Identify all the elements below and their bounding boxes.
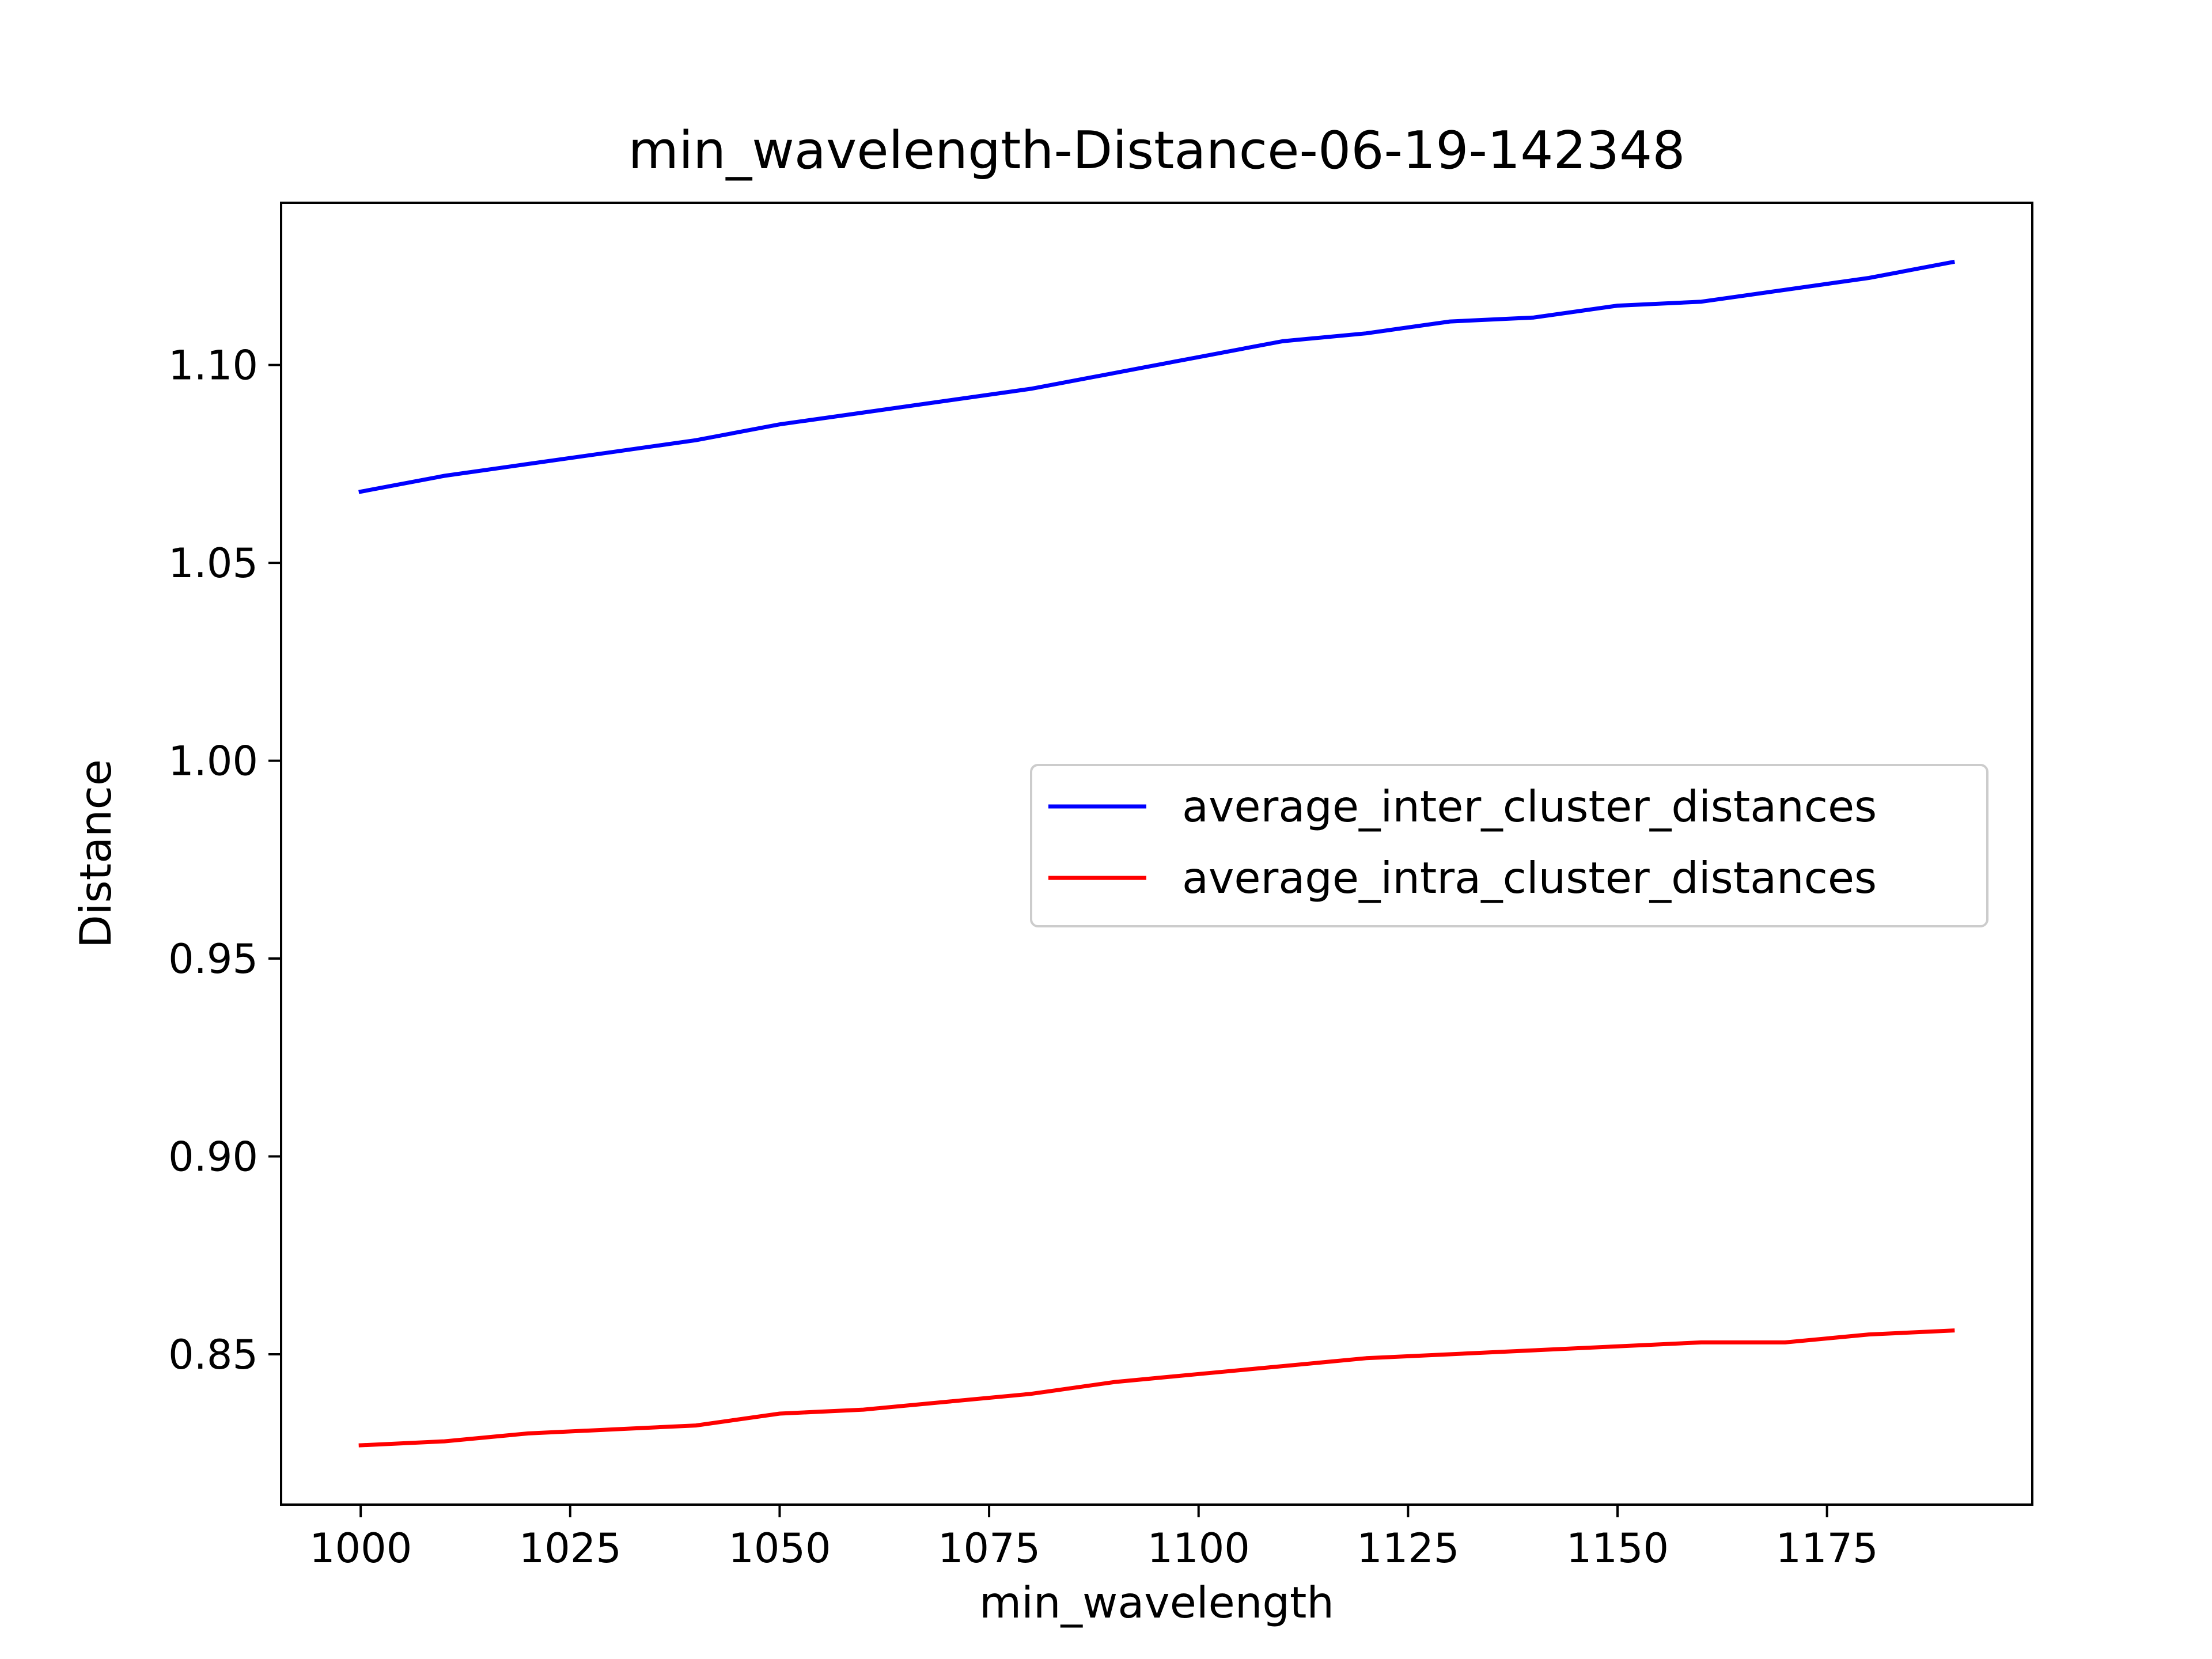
chart-title: min_wavelength-Distance-06-19-142348 — [628, 120, 1685, 181]
x-tick-label: 1175 — [1776, 1525, 1878, 1572]
y-tick-label: 0.90 — [168, 1134, 258, 1181]
legend-label: average_inter_cluster_distances — [1182, 781, 1877, 832]
y-tick-label: 1.05 — [168, 540, 258, 587]
x-tick-label: 1125 — [1357, 1525, 1459, 1572]
y-tick-label: 1.10 — [168, 342, 258, 389]
x-tick-label: 1050 — [728, 1525, 831, 1572]
series-layer — [358, 259, 1955, 1448]
x-axis: 1000 1025 1050 1075 1100 1125 1150 1175 — [309, 1505, 1878, 1572]
x-tick-label: 1000 — [309, 1525, 412, 1572]
series-line-0 — [358, 259, 1955, 494]
x-axis-label: min_wavelength — [979, 1577, 1334, 1628]
y-axis: 0.85 0.90 0.95 1.00 1.05 1.10 — [168, 342, 281, 1378]
x-tick-label: 1075 — [938, 1525, 1040, 1572]
y-tick-label: 0.95 — [168, 935, 258, 983]
y-tick-label: 0.85 — [168, 1331, 258, 1378]
y-tick-label: 1.00 — [168, 738, 258, 785]
series-line-1 — [358, 1328, 1955, 1448]
x-tick-label: 1150 — [1566, 1525, 1669, 1572]
legend-box — [1030, 764, 1988, 927]
y-axis-label: Distance — [70, 759, 121, 948]
legend: average_inter_cluster_distances average_i… — [1030, 764, 1988, 927]
legend-label: average_intra_cluster_distances — [1182, 853, 1877, 903]
plot-frame — [280, 202, 2033, 1506]
x-tick-label: 1100 — [1147, 1525, 1250, 1572]
x-tick-label: 1025 — [519, 1525, 622, 1572]
